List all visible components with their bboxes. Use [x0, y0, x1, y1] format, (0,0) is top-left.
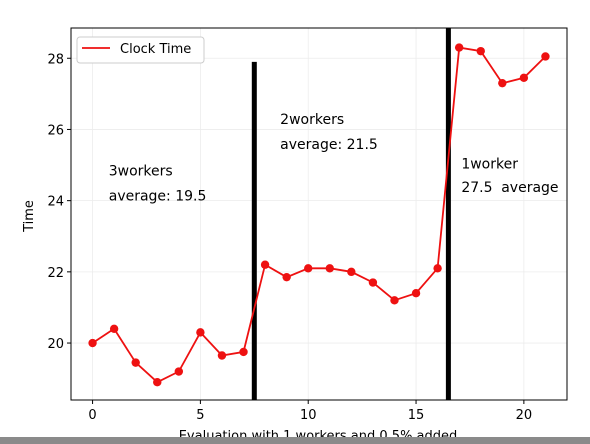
annotation-text: average — [501, 180, 558, 196]
data-point — [368, 278, 378, 287]
y-tick-label: 26 — [47, 123, 64, 138]
series-layer — [88, 43, 550, 387]
data-point — [541, 52, 550, 61]
data-point — [433, 264, 442, 273]
data-point — [411, 289, 421, 298]
grid — [71, 28, 567, 400]
y-axis-ticks: 20 22 24 26 28 — [47, 52, 71, 352]
data-point — [109, 324, 119, 334]
data-point — [498, 78, 507, 88]
annotation-text: 2workers — [280, 112, 344, 128]
y-tick-label: 28 — [47, 52, 64, 67]
data-point — [519, 73, 529, 83]
legend: Clock Time — [76, 36, 205, 64]
data-point — [260, 260, 270, 269]
window-bottom-edge — [0, 437, 590, 444]
data-point — [239, 347, 248, 357]
annotation-text: 27.5 — [461, 180, 492, 196]
data-point — [88, 338, 97, 348]
data-point — [131, 358, 140, 367]
data-point — [476, 46, 485, 56]
annotation-text: average: 21.5 — [280, 137, 378, 153]
x-tick-label: 5 — [196, 408, 204, 423]
legend-box — [76, 36, 205, 64]
x-axis-ticks: 0 5 10 15 20 — [88, 400, 532, 423]
x-tick-label: 0 — [88, 408, 96, 423]
plot-frame — [70, 27, 568, 401]
y-axis-title: Time — [22, 200, 37, 233]
x-tick-label: 20 — [516, 408, 533, 423]
series-line — [92, 46, 547, 384]
data-point — [174, 367, 184, 376]
data-point — [347, 267, 356, 277]
y-tick-label: 22 — [47, 266, 64, 281]
y-tick-label: 24 — [47, 195, 64, 210]
data-point — [217, 351, 227, 360]
data-point — [196, 328, 205, 337]
annotation-text: 3workers — [109, 164, 173, 180]
x-tick-label: 15 — [408, 408, 425, 423]
x-tick-label: 10 — [300, 408, 317, 423]
annotations: 3workers average: 19.5 2workers average: 21… — [109, 112, 559, 205]
data-point — [325, 264, 334, 273]
data-point — [390, 296, 399, 305]
vertical-markers — [251, 28, 451, 400]
data-point — [304, 264, 313, 273]
legend-label: Clock Time — [120, 42, 191, 57]
y-tick-label: 20 — [47, 337, 64, 352]
data-point — [454, 43, 464, 52]
data-point — [282, 272, 291, 282]
data-point — [153, 378, 162, 387]
annotation-text: average: 19.5 — [109, 189, 207, 205]
annotation-text: 1worker — [461, 157, 518, 173]
